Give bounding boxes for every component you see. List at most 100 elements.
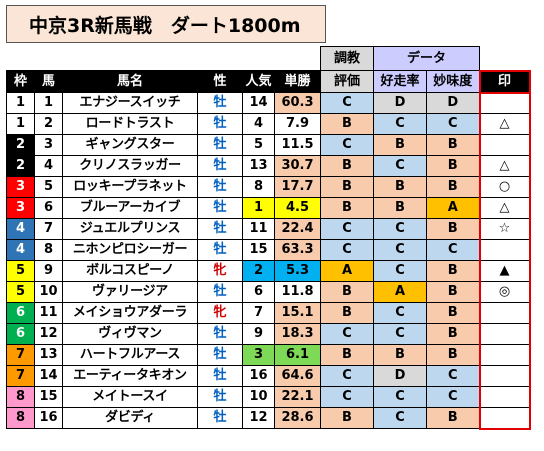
waku-cell: 4 bbox=[6, 218, 35, 240]
horse-number-cell: 3 bbox=[34, 134, 63, 156]
rate-grade-cell: D bbox=[373, 92, 427, 114]
sex-cell: 牡 bbox=[197, 365, 243, 387]
table-row: 1 1 エナジースイッチ牡 14 60.3 C D D bbox=[6, 92, 531, 114]
odds-cell: 28.6 bbox=[274, 407, 321, 429]
training-grade-cell: C bbox=[320, 92, 374, 114]
sex-header: 性 bbox=[197, 70, 243, 93]
sex-cell: 牡 bbox=[197, 281, 243, 303]
popularity-cell: 8 bbox=[242, 176, 275, 198]
table-row: 5 9 ボルコスピーノ牝 2 5.3 A C B ▲ bbox=[6, 260, 531, 282]
prediction-mark-cell bbox=[478, 302, 531, 324]
training-grade-cell: B bbox=[320, 197, 374, 219]
horse-number-cell: 11 bbox=[34, 302, 63, 324]
waku-cell: 3 bbox=[6, 197, 35, 219]
sense-grade-cell: A bbox=[426, 197, 480, 219]
prediction-mark-cell bbox=[478, 407, 531, 430]
waku-cell: 1 bbox=[6, 113, 35, 135]
waku-cell: 2 bbox=[6, 134, 35, 156]
popularity-header: 人気 bbox=[242, 70, 275, 93]
sex-cell: 牡 bbox=[197, 134, 243, 156]
sex-cell: 牡 bbox=[197, 92, 243, 114]
waku-cell: 8 bbox=[6, 386, 35, 408]
sense-grade-cell: B bbox=[426, 407, 480, 429]
training-grade-cell: A bbox=[320, 260, 374, 282]
table-row: 1 2 ロードトラスト牡 4 7.9 B C C △ bbox=[6, 113, 531, 135]
table-row: 7 13 ハートフルアース牡 3 6.1 B B B bbox=[6, 344, 531, 366]
sense-grade-cell: B bbox=[426, 134, 480, 156]
table-row: 8 16 ダビディ牡 12 28.6 B C B bbox=[6, 407, 531, 430]
waku-cell: 6 bbox=[6, 323, 35, 345]
rate-grade-cell: C bbox=[373, 218, 427, 240]
horse-number-cell: 15 bbox=[34, 386, 63, 408]
sex-cell: 牡 bbox=[197, 218, 243, 240]
odds-cell: 4.5 bbox=[274, 197, 321, 219]
sense-grade-cell: C bbox=[426, 365, 480, 387]
odds-cell: 17.7 bbox=[274, 176, 321, 198]
rate-header: 好走率 bbox=[373, 70, 427, 93]
horse-number-cell: 7 bbox=[34, 218, 63, 240]
prediction-mark-cell: ○ bbox=[478, 176, 531, 198]
table-row: 4 7 ジュエルプリンス牡 11 22.4 C C B ☆ bbox=[6, 218, 531, 240]
horse-name-cell: ダビディ bbox=[62, 407, 198, 429]
horse-number-cell: 16 bbox=[34, 407, 63, 429]
horse-number-cell: 10 bbox=[34, 281, 63, 303]
training-grade-cell: C bbox=[320, 239, 374, 261]
waku-cell: 1 bbox=[6, 92, 35, 114]
waku-cell: 8 bbox=[6, 407, 35, 429]
table-row: 2 4 クリノスラッガー牡 13 30.7 B C B △ bbox=[6, 155, 531, 177]
waku-header: 枠 bbox=[6, 70, 35, 93]
horse-name-cell: ジュエルプリンス bbox=[62, 218, 198, 240]
horse-number-cell: 5 bbox=[34, 176, 63, 198]
waku-cell: 5 bbox=[6, 260, 35, 282]
waku-cell: 7 bbox=[6, 344, 35, 366]
odds-cell: 22.1 bbox=[274, 386, 321, 408]
popularity-cell: 5 bbox=[242, 134, 275, 156]
prediction-mark-cell bbox=[478, 239, 531, 261]
mark-header: 印 bbox=[478, 69, 531, 94]
sense-header: 妙味度 bbox=[426, 70, 480, 93]
horse-number-cell: 2 bbox=[34, 113, 63, 135]
odds-cell: 5.3 bbox=[274, 260, 321, 282]
horse-name-cell: ニホンピロシーガー bbox=[62, 239, 198, 261]
training-grade-cell: B bbox=[320, 344, 374, 366]
prediction-mark-cell bbox=[478, 365, 531, 387]
prediction-mark-cell: △ bbox=[478, 113, 531, 135]
popularity-cell: 4 bbox=[242, 113, 275, 135]
popularity-cell: 9 bbox=[242, 323, 275, 345]
table-row: 3 5 ロッキープラネット牡 8 17.7 B B B ○ bbox=[6, 176, 531, 198]
horse-name-cell: クリノスラッガー bbox=[62, 155, 198, 177]
odds-cell: 11.5 bbox=[274, 134, 321, 156]
rate-grade-cell: D bbox=[373, 365, 427, 387]
horse-name-cell: ヴィヴマン bbox=[62, 323, 198, 345]
training-grade-cell: B bbox=[320, 407, 374, 429]
sex-cell: 牝 bbox=[197, 260, 243, 282]
training-grade-cell: C bbox=[320, 218, 374, 240]
sex-cell: 牡 bbox=[197, 239, 243, 261]
sense-grade-cell: C bbox=[426, 239, 480, 261]
rate-grade-cell: C bbox=[373, 155, 427, 177]
table-row: 6 11 メイショウアダーラ牝 7 15.1 B C B bbox=[6, 302, 531, 324]
waku-cell: 6 bbox=[6, 302, 35, 324]
sense-grade-cell: B bbox=[426, 155, 480, 177]
odds-cell: 30.7 bbox=[274, 155, 321, 177]
sex-cell: 牡 bbox=[197, 344, 243, 366]
sex-cell: 牡 bbox=[197, 407, 243, 429]
sense-grade-cell: B bbox=[426, 281, 480, 303]
popularity-cell: 2 bbox=[242, 260, 275, 282]
popularity-cell: 14 bbox=[242, 92, 275, 114]
training-grade-cell: C bbox=[320, 365, 374, 387]
horse-name-cell: エナジースイッチ bbox=[62, 92, 198, 114]
popularity-cell: 15 bbox=[242, 239, 275, 261]
rate-grade-cell: B bbox=[373, 344, 427, 366]
popularity-cell: 12 bbox=[242, 407, 275, 429]
popularity-cell: 11 bbox=[242, 218, 275, 240]
rate-grade-cell: C bbox=[373, 239, 427, 261]
sense-grade-cell: D bbox=[426, 92, 480, 114]
horse-name-cell: ロッキープラネット bbox=[62, 176, 198, 198]
training-grade-cell: B bbox=[320, 113, 374, 135]
table-row: 5 10 ヴァリージア牡 6 11.8 B A B ◎ bbox=[6, 281, 531, 303]
race-table: 調教 データ 枠 馬 馬名 性 人気 単勝 評価 好走率 妙味度 印 1 1 エナジ… bbox=[6, 46, 531, 430]
horse-name-cell: ギャングスター bbox=[62, 134, 198, 156]
horse-name-cell: エーティータキオン bbox=[62, 365, 198, 387]
horse-number-cell: 13 bbox=[34, 344, 63, 366]
